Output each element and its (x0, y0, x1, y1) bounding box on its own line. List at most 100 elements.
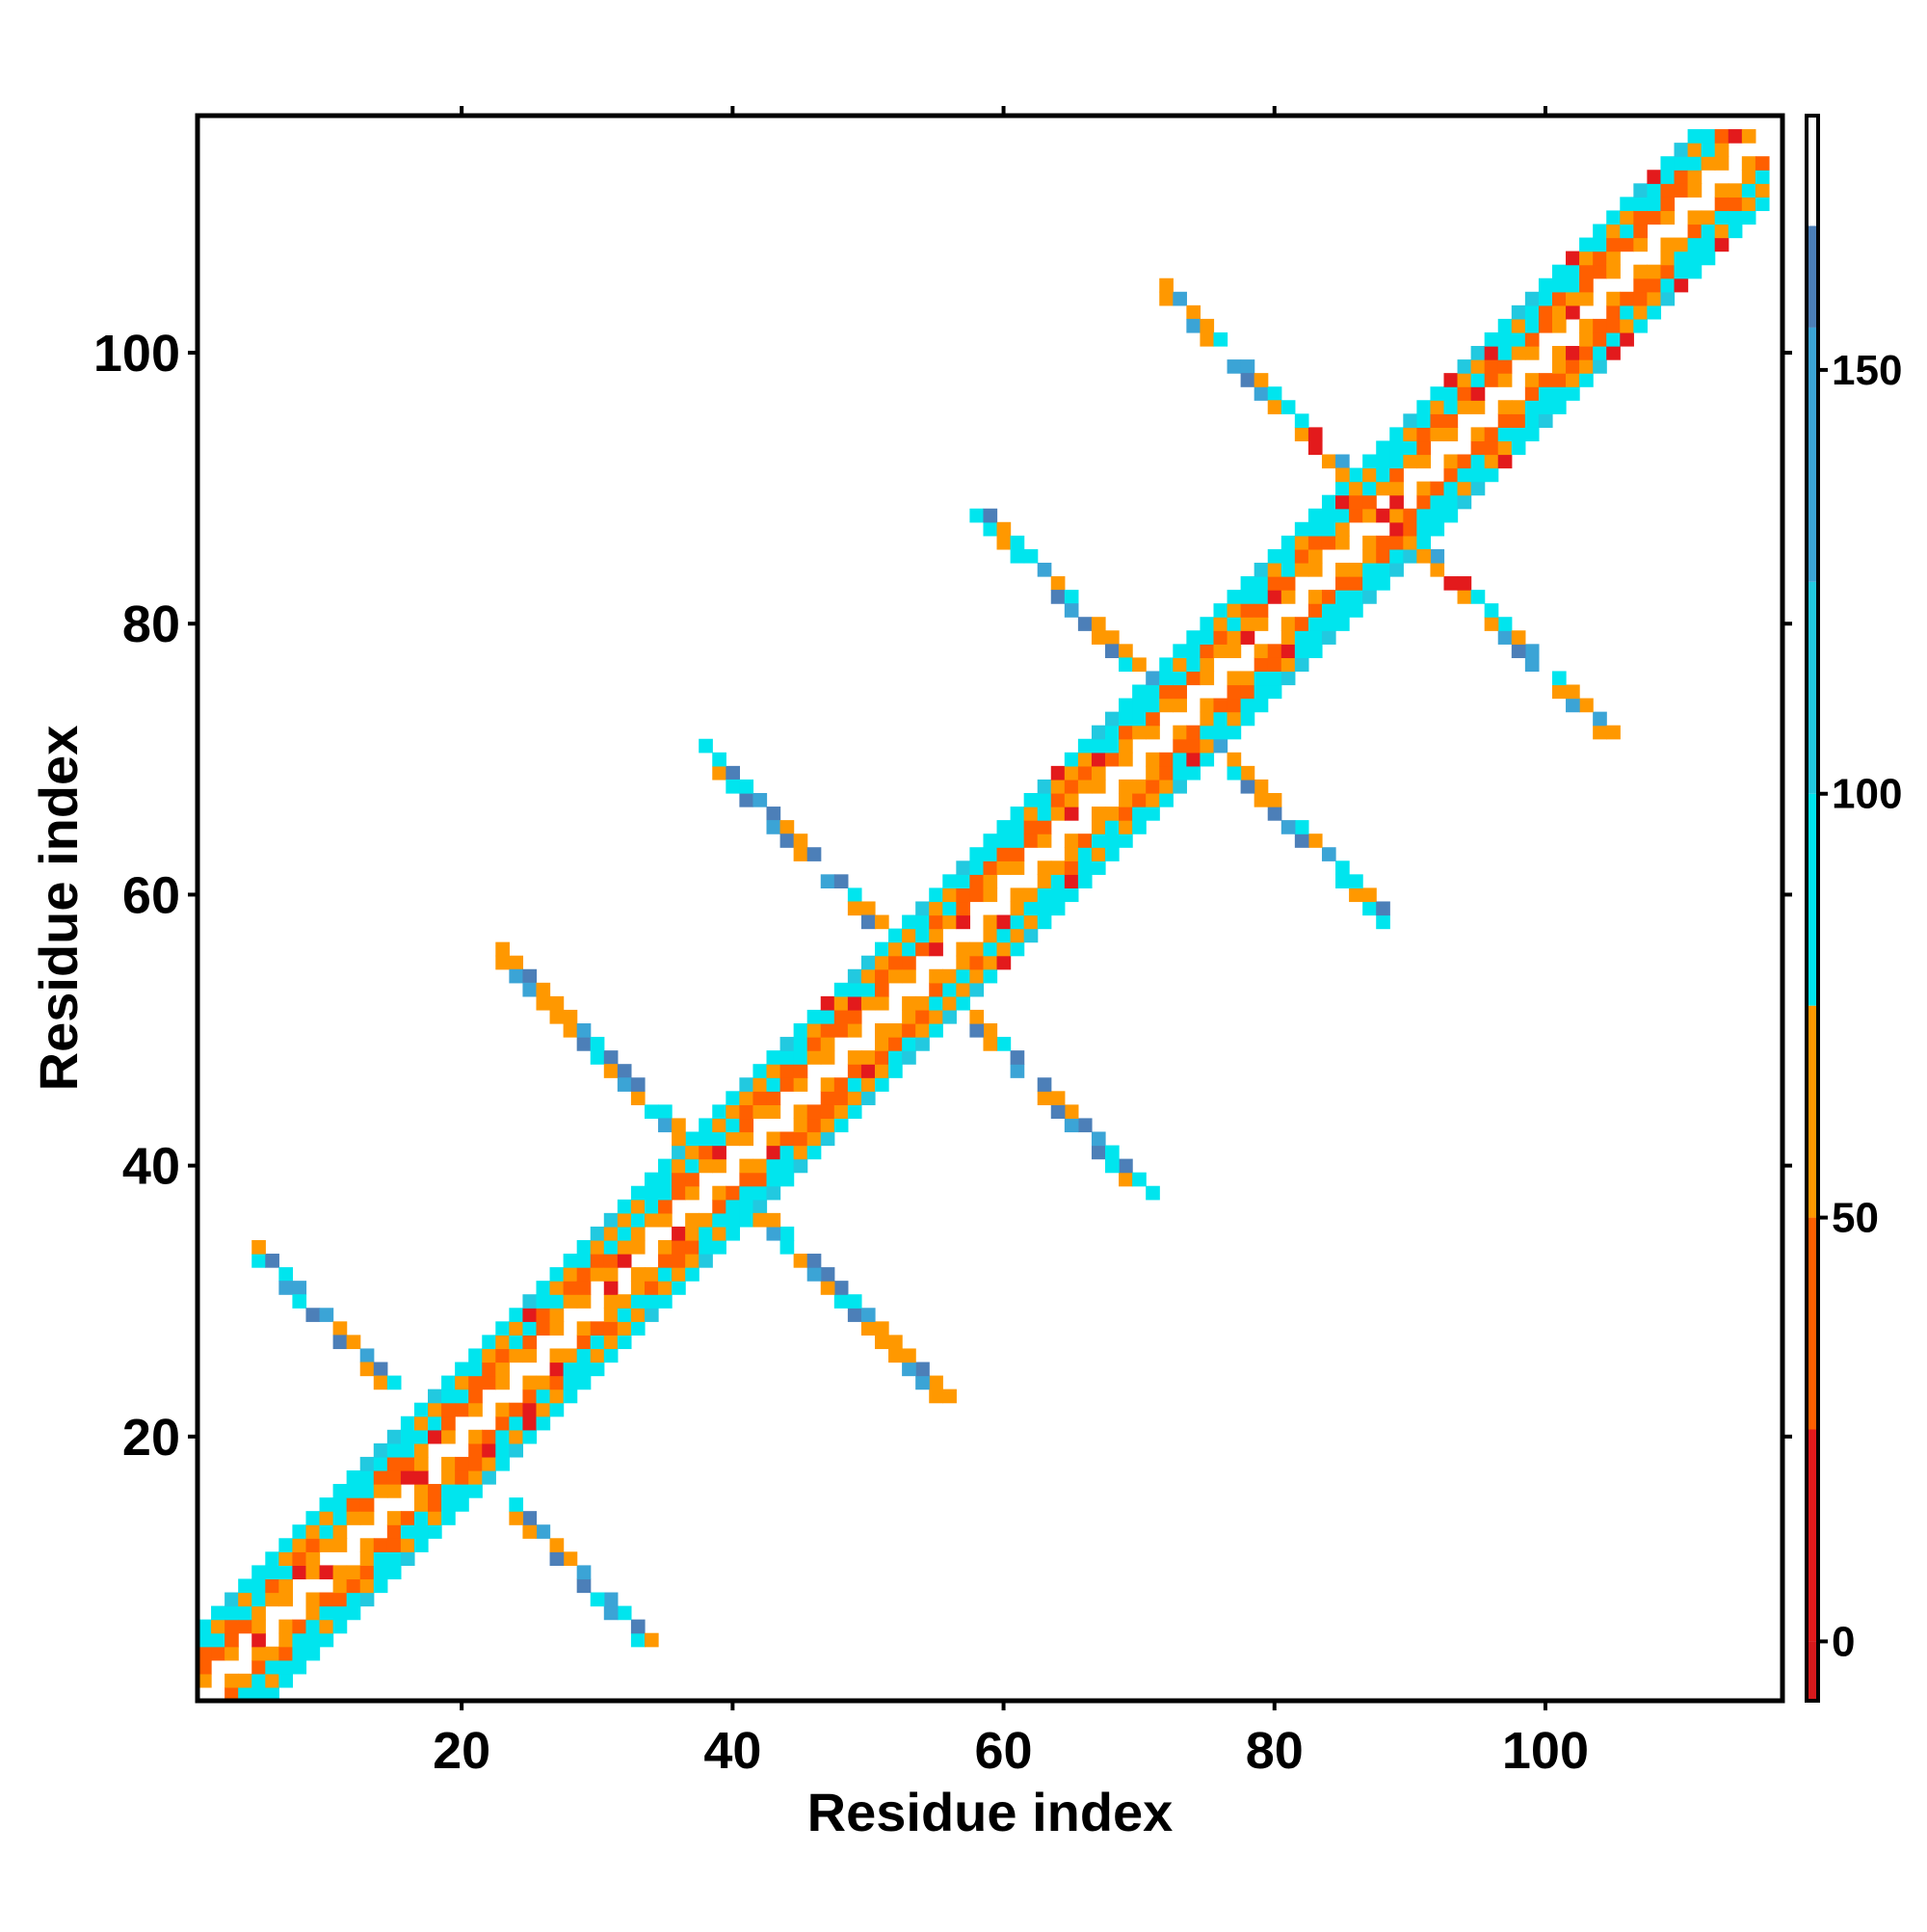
heatmap-cell (942, 1009, 957, 1024)
heatmap-cell (1566, 698, 1580, 713)
heatmap-cell (1173, 779, 1187, 794)
heatmap-cell (1091, 725, 1106, 740)
heatmap-cell (198, 1632, 212, 1648)
heatmap-cell (1538, 400, 1553, 414)
heatmap-cell (1593, 237, 1607, 252)
heatmap-cell (332, 1538, 348, 1552)
heatmap-cell (644, 1281, 659, 1295)
heatmap-cell (1606, 251, 1621, 266)
heatmap-cell (996, 955, 1012, 970)
heatmap-cell (726, 1104, 740, 1120)
heatmap-cell (685, 1185, 700, 1201)
colorbar-frame (1805, 114, 1820, 1703)
heatmap-cell (373, 1578, 388, 1594)
heatmap-cell (983, 928, 998, 943)
heatmap-cell (644, 1267, 659, 1282)
heatmap-cell (373, 1362, 388, 1377)
heatmap-cell (292, 1646, 307, 1661)
heatmap-cell (1714, 197, 1729, 212)
heatmap-cell (1593, 224, 1607, 239)
heatmap-cell (332, 1524, 348, 1539)
heatmap-cell (1701, 251, 1716, 266)
heatmap-cell (1050, 792, 1066, 807)
heatmap-cell (482, 1429, 496, 1444)
heatmap-cell (752, 1077, 768, 1092)
x-axis-title: Residue index (807, 1782, 1174, 1842)
heatmap-cell (1105, 725, 1120, 740)
y-tick-label: 100 (93, 325, 180, 383)
heatmap-cell (590, 1348, 605, 1363)
heatmap-cell (305, 1565, 321, 1580)
heatmap-cell (779, 1077, 795, 1092)
heatmap-cell (1430, 481, 1445, 496)
heatmap-cell (1132, 807, 1147, 821)
heatmap-cell (1240, 671, 1255, 686)
heatmap-cell (793, 847, 808, 861)
heatmap-cell (576, 1037, 592, 1051)
heatmap-cell (265, 1646, 279, 1661)
heatmap-cell (1484, 373, 1499, 387)
heatmap-cell (386, 1375, 402, 1390)
heatmap-cell (915, 914, 930, 930)
heatmap-cell (576, 1362, 592, 1377)
colorbar-band (1807, 581, 1818, 794)
heatmap-cell (1023, 887, 1039, 903)
heatmap-cell (915, 928, 930, 943)
heatmap-cell (1077, 1118, 1093, 1133)
heatmap-cell (1023, 807, 1039, 821)
heatmap-cell (685, 1172, 700, 1187)
heatmap-cell (1173, 698, 1187, 713)
heatmap-cell (1633, 304, 1648, 320)
heatmap-cell (495, 1362, 510, 1377)
heatmap-cell (820, 1118, 835, 1133)
heatmap-cell (1307, 603, 1323, 618)
heatmap-cell (1173, 725, 1187, 740)
heatmap-cell (793, 1023, 808, 1038)
heatmap-cell (359, 1497, 375, 1512)
heatmap-cell (1457, 400, 1472, 414)
heatmap-cell (644, 1172, 659, 1187)
heatmap-cell (1620, 291, 1634, 306)
heatmap-cell (1362, 535, 1377, 550)
heatmap-cell (522, 1429, 538, 1444)
heatmap-cell (630, 1294, 646, 1309)
heatmap-cell (1227, 698, 1242, 713)
heatmap-cell (1497, 630, 1513, 645)
heatmap-cell (522, 1348, 538, 1363)
heatmap-cell (1741, 170, 1756, 184)
heatmap-cell (929, 1375, 943, 1390)
heatmap-cell (617, 1308, 632, 1322)
heatmap-cell (793, 1254, 808, 1268)
heatmap-cell (305, 1646, 321, 1661)
heatmap-cell (1470, 454, 1486, 469)
heatmap-cell (346, 1578, 361, 1594)
heatmap-cell (617, 1226, 632, 1241)
heatmap-cell (915, 1009, 930, 1024)
heatmap-cell (509, 968, 524, 984)
heatmap-cell (482, 1362, 496, 1377)
heatmap-cell (685, 1145, 700, 1160)
heatmap-cell (1579, 318, 1594, 333)
heatmap-cell (902, 914, 916, 930)
heatmap-cell (413, 1469, 429, 1485)
heatmap-cell (1146, 807, 1160, 821)
heatmap-cell (549, 1009, 565, 1024)
heatmap-cell (902, 1037, 916, 1051)
heatmap-cell (1240, 359, 1255, 374)
heatmap-cell (1159, 792, 1174, 807)
heatmap-cell (1620, 318, 1634, 333)
heatmap-cell (766, 1050, 781, 1065)
heatmap-cell (1538, 386, 1553, 401)
heatmap-cell (413, 1511, 429, 1525)
heatmap-cell (1511, 427, 1526, 442)
heatmap-cell (1321, 521, 1336, 537)
heatmap-cell (1349, 562, 1363, 577)
heatmap-cell (658, 1294, 673, 1309)
heatmap-cell (603, 1281, 619, 1295)
heatmap-cell (590, 1254, 605, 1268)
heatmap-cell (672, 1185, 686, 1201)
heatmap-cell (400, 1511, 415, 1525)
heatmap-cell (888, 955, 903, 970)
heatmap-cell (549, 1551, 565, 1566)
heatmap-cell (1660, 251, 1676, 266)
